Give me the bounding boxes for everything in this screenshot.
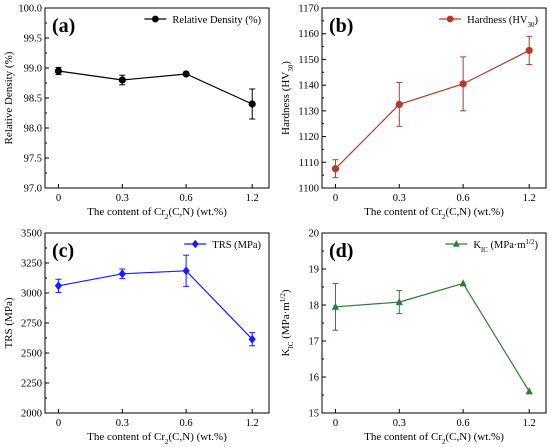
data-point	[118, 269, 126, 279]
data-point	[248, 334, 256, 344]
x-axis-label: The content of Cr2(C,N) (wt.%)	[87, 206, 227, 221]
y-tick-label: 1110	[299, 158, 319, 169]
legend-label: TRS (MPa)	[212, 240, 261, 251]
data-point	[459, 279, 467, 287]
x-tick-label: 0.3	[393, 193, 406, 204]
chart-panel-1: 97.0 97.5 98.0 98.5 99.0 99.5 100.0 0 0.3 0.6 1.2 T…	[3, 4, 270, 221]
x-tick-label: 1.2	[246, 418, 259, 429]
y-tick-label: 97.0	[24, 184, 42, 195]
y-tick-label: 98.5	[24, 94, 42, 105]
y-axis-label: Relative Density (%)	[3, 51, 15, 144]
y-tick-label: 16	[309, 373, 320, 384]
panel-label: (c)	[52, 240, 74, 262]
y-tick-label: 19	[309, 265, 320, 276]
y-tick-label: 100.0	[18, 4, 42, 15]
x-tick-label: 1.2	[246, 193, 259, 204]
x-tick-label: 0.3	[116, 418, 129, 429]
series-line	[58, 70, 253, 105]
y-tick-label: 1140	[298, 81, 319, 92]
panel-label: (d)	[329, 240, 353, 262]
y-axis-label: TRS (MPa)	[3, 297, 15, 348]
chart-panel-2: 1100 1110 1120 1130 1140 1150 1160 1170 0 0.3 0.6 1…	[280, 4, 547, 221]
data-point	[54, 67, 63, 75]
data-point	[182, 70, 190, 78]
x-tick-label: 0	[56, 418, 61, 429]
legend-marker	[452, 240, 460, 247]
y-tick-label: 3500	[21, 229, 42, 240]
data-point	[395, 100, 403, 109]
x-tick-label: 1.2	[523, 193, 536, 204]
x-tick-label: 0.3	[116, 193, 129, 204]
y-tick-label: 1150	[298, 55, 319, 66]
y-tick-label: 1100	[298, 184, 319, 195]
x-tick-label: 0	[333, 418, 338, 429]
x-tick-label: 0	[56, 193, 61, 204]
y-tick-label: 15	[309, 409, 320, 420]
series-line	[335, 282, 530, 392]
y-axis-label: KIC (MPa·m1/2)	[279, 289, 295, 356]
legend-label: Relative Density (%)	[172, 15, 261, 26]
y-tick-label: 1160	[298, 29, 319, 40]
legend-marker	[191, 239, 199, 249]
data-point	[248, 100, 256, 108]
x-axis-label: The content of Cr2(C,N) (wt.%)	[364, 431, 504, 446]
data-point	[525, 46, 533, 55]
x-tick-label: 1.2	[523, 418, 536, 429]
data-point	[54, 281, 63, 291]
data-point	[331, 165, 340, 173]
x-tick-label: 0.6	[457, 193, 470, 204]
legend-label: KIC (MPa·m1/2)	[473, 238, 538, 254]
x-axis-label: The content of Cr2(C,N) (wt.%)	[364, 206, 504, 221]
y-tick-label: 2500	[21, 349, 42, 360]
panel-label: (b)	[329, 15, 353, 37]
plot-frame	[44, 7, 270, 189]
y-tick-label: 98.0	[24, 124, 42, 135]
series-line	[58, 270, 253, 340]
y-tick-label: 2750	[21, 319, 42, 330]
y-tick-label: 1170	[298, 4, 319, 15]
x-tick-label: 0.6	[180, 193, 193, 204]
y-tick-label: 99.5	[24, 34, 42, 45]
plot-frame	[321, 7, 547, 189]
data-point	[395, 297, 403, 306]
y-tick-label: 97.5	[24, 154, 42, 165]
data-point	[118, 76, 126, 84]
y-tick-label: 17	[309, 337, 320, 348]
y-tick-label: 1130	[298, 106, 319, 117]
panel-label: (a)	[52, 15, 75, 37]
plot-frame	[321, 232, 547, 414]
x-tick-label: 0.6	[180, 418, 193, 429]
legend-marker	[446, 15, 454, 23]
data-point	[182, 266, 190, 276]
y-tick-label: 99.0	[24, 64, 42, 75]
y-tick-label: 2250	[21, 379, 42, 390]
y-tick-label: 18	[309, 301, 320, 312]
data-point	[459, 80, 467, 88]
x-axis-label: The content of Cr2(C,N) (wt.%)	[87, 431, 227, 446]
y-tick-label: 1120	[298, 132, 319, 143]
x-tick-label: 0	[333, 193, 338, 204]
legend-marker	[151, 15, 159, 23]
legend-label: Hardness (HV30)	[467, 15, 538, 29]
chart-panel-3: 2000 2250 2500 2750 3000 3250 3500 0 0.3 0.6 1.2 Th…	[3, 229, 270, 446]
plot-frame	[44, 232, 270, 414]
data-point	[525, 387, 533, 395]
y-tick-label: 3000	[21, 289, 42, 300]
x-tick-label: 0.6	[457, 418, 470, 429]
data-point	[331, 302, 340, 310]
x-tick-label: 0.3	[393, 418, 406, 429]
series-line	[335, 49, 530, 170]
chart-panel-4: 15 16 17 18 19 20 0 0.3 0.6 1.2 The content of Cr2…	[279, 229, 547, 446]
y-tick-label: 3250	[21, 259, 42, 270]
y-axis-label: Hardness (HV30)	[280, 61, 295, 135]
y-tick-label: 20	[309, 229, 320, 240]
y-tick-label: 2000	[21, 409, 42, 420]
